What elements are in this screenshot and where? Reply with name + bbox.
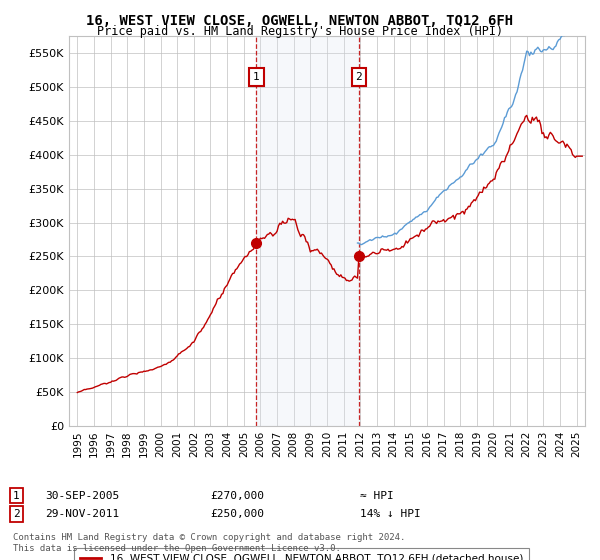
Text: 2: 2 <box>356 72 362 82</box>
Text: 2: 2 <box>13 509 20 519</box>
Bar <box>256 36 359 426</box>
Text: ≈ HPI: ≈ HPI <box>360 491 394 501</box>
Text: 30-SEP-2005: 30-SEP-2005 <box>45 491 119 501</box>
Text: Contains HM Land Registry data © Crown copyright and database right 2024.
This d: Contains HM Land Registry data © Crown c… <box>13 533 406 553</box>
Text: 14% ↓ HPI: 14% ↓ HPI <box>360 509 421 519</box>
Text: £270,000: £270,000 <box>210 491 264 501</box>
Text: 29-NOV-2011: 29-NOV-2011 <box>45 509 119 519</box>
Text: £250,000: £250,000 <box>210 509 264 519</box>
Text: Price paid vs. HM Land Registry's House Price Index (HPI): Price paid vs. HM Land Registry's House … <box>97 25 503 38</box>
Text: 16, WEST VIEW CLOSE, OGWELL, NEWTON ABBOT, TQ12 6FH: 16, WEST VIEW CLOSE, OGWELL, NEWTON ABBO… <box>86 14 514 28</box>
Text: 1: 1 <box>13 491 20 501</box>
Text: 1: 1 <box>253 72 260 82</box>
Legend: 16, WEST VIEW CLOSE, OGWELL, NEWTON ABBOT, TQ12 6FH (detached house), HPI: Avera: 16, WEST VIEW CLOSE, OGWELL, NEWTON ABBO… <box>74 548 529 560</box>
